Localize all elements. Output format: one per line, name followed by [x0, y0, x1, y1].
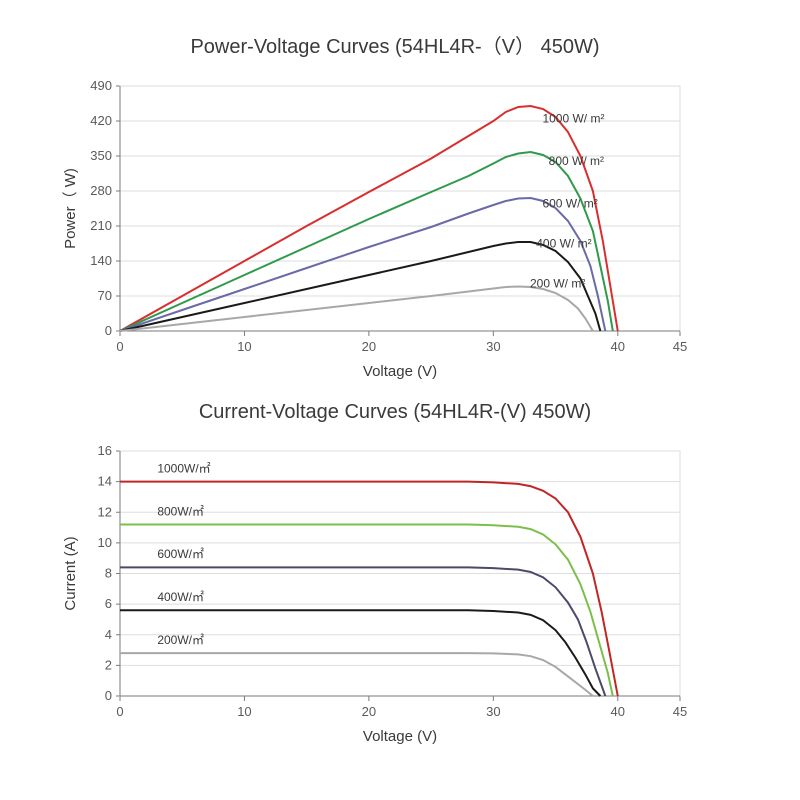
svg-text:0: 0	[116, 704, 123, 719]
svg-text:420: 420	[90, 113, 112, 128]
power-chart-svg: 0 70 140 210 280 350 420 490 0 10 20 30 40 45 1000 W/ …	[50, 71, 730, 391]
current-chart-title: Current-Voltage Curves (54HL4R-(V) 450W)	[50, 401, 740, 424]
svg-text:0: 0	[105, 323, 112, 338]
svg-text:800W/㎡: 800W/㎡	[157, 504, 204, 518]
svg-text:20: 20	[362, 339, 376, 354]
svg-text:45: 45	[673, 704, 687, 719]
svg-text:400 W/ m²: 400 W/ m²	[536, 237, 591, 251]
svg-text:16: 16	[98, 443, 112, 458]
svg-text:6: 6	[105, 596, 112, 611]
svg-text:20: 20	[362, 704, 376, 719]
current-chart-svg: 0 2 4 6 8 10 12 14 16 0 10 20 30 40 45 1000W/㎡ 800W/㎡ 600…	[50, 436, 730, 756]
svg-text:4: 4	[105, 627, 112, 642]
svg-text:40: 40	[611, 704, 625, 719]
svg-text:Voltage (V): Voltage (V)	[363, 363, 437, 380]
svg-text:30: 30	[486, 704, 500, 719]
svg-text:45: 45	[673, 339, 687, 354]
svg-text:10: 10	[98, 535, 112, 550]
svg-text:350: 350	[90, 148, 112, 163]
svg-text:280: 280	[90, 183, 112, 198]
current-voltage-chart: Current-Voltage Curves (54HL4R-(V) 450W)…	[50, 401, 740, 756]
power-chart-title: Power-Voltage Curves (54HL4R-（V） 450W)	[50, 30, 740, 59]
svg-text:40: 40	[611, 339, 625, 354]
svg-text:490: 490	[90, 78, 112, 93]
svg-text:10: 10	[237, 704, 251, 719]
svg-text:12: 12	[98, 504, 112, 519]
svg-text:70: 70	[98, 288, 112, 303]
svg-text:200 W/ m²: 200 W/ m²	[530, 277, 585, 291]
svg-text:8: 8	[105, 566, 112, 581]
svg-text:400W/㎡: 400W/㎡	[157, 590, 204, 604]
svg-text:200W/㎡: 200W/㎡	[157, 633, 204, 647]
svg-text:600W/㎡: 600W/㎡	[157, 547, 204, 561]
svg-text:0: 0	[105, 688, 112, 703]
svg-text:14: 14	[98, 474, 112, 489]
svg-text:140: 140	[90, 253, 112, 268]
svg-text:Power（ W): Power（ W)	[62, 168, 79, 249]
svg-text:0: 0	[116, 339, 123, 354]
power-voltage-chart: Power-Voltage Curves (54HL4R-（V） 450W) 0…	[50, 30, 740, 391]
svg-text:2: 2	[105, 657, 112, 672]
svg-text:Voltage (V): Voltage (V)	[363, 728, 437, 745]
svg-text:10: 10	[237, 339, 251, 354]
svg-text:800 W/ m²: 800 W/ m²	[549, 154, 604, 168]
page: Power-Voltage Curves (54HL4R-（V） 450W) 0…	[0, 0, 800, 800]
svg-text:210: 210	[90, 218, 112, 233]
svg-text:30: 30	[486, 339, 500, 354]
svg-text:600 W/ m²: 600 W/ m²	[542, 197, 597, 211]
svg-text:Current (A): Current (A)	[62, 536, 79, 610]
svg-text:1000W/㎡: 1000W/㎡	[157, 461, 210, 475]
svg-text:1000 W/ m²: 1000 W/ m²	[542, 112, 604, 126]
